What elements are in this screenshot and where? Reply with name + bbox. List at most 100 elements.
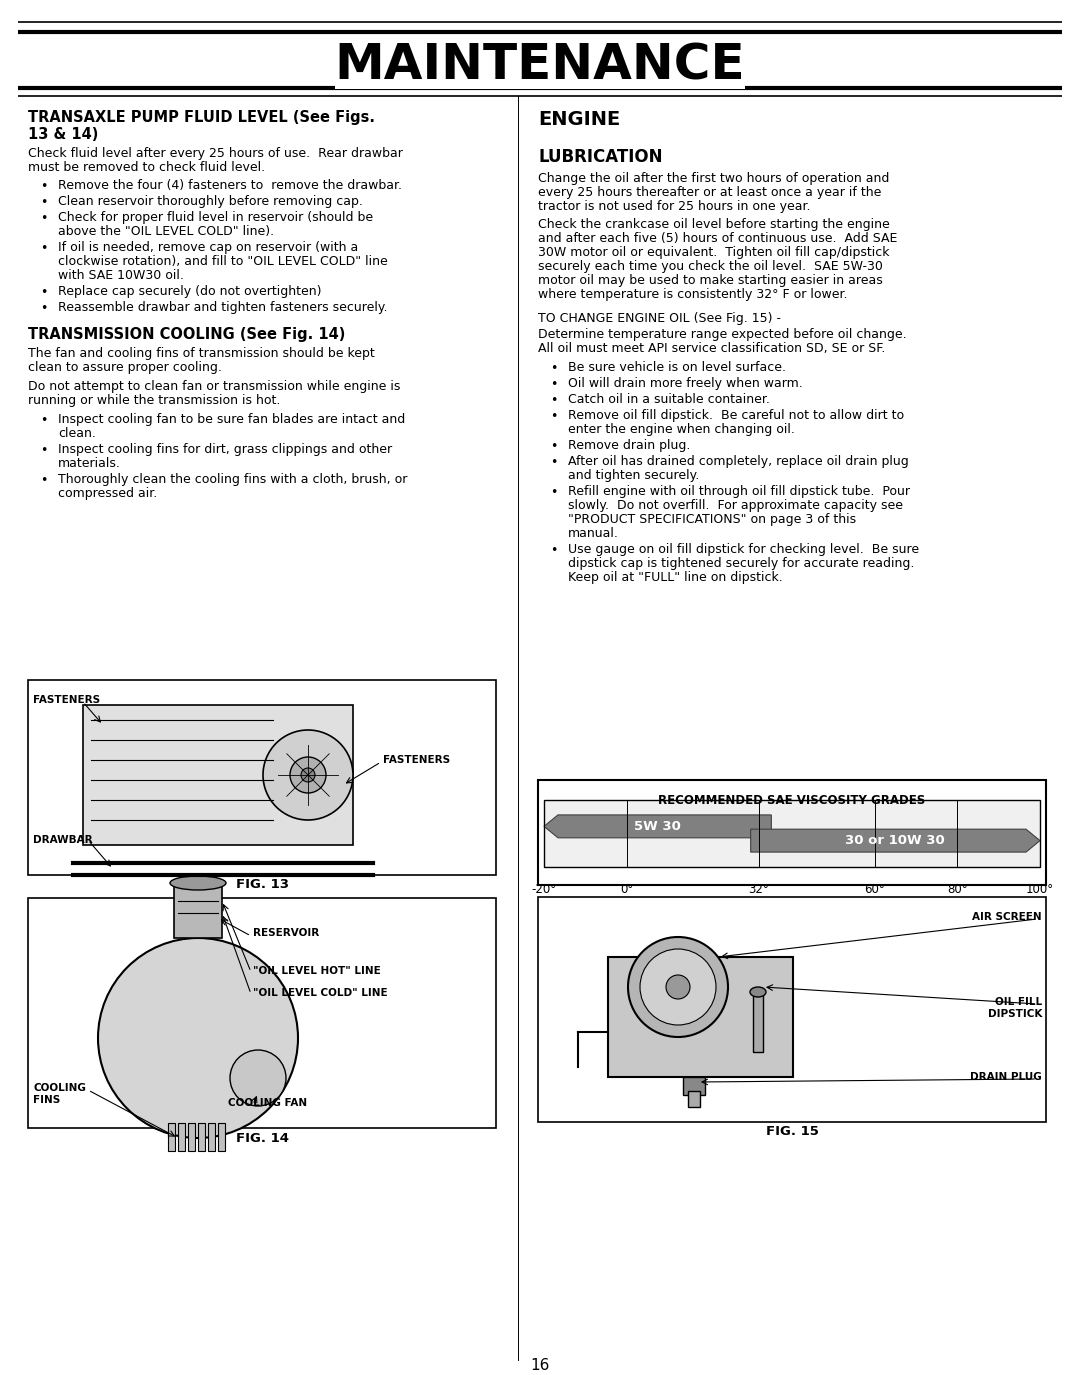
Text: •: •	[40, 302, 48, 315]
Text: Keep oil at "FULL" line on dipstick.: Keep oil at "FULL" line on dipstick.	[568, 571, 783, 584]
Text: -20°: -20°	[531, 883, 556, 896]
Text: securely each time you check the oil level.  SAE 5W-30: securely each time you check the oil lev…	[538, 260, 882, 274]
Text: •: •	[550, 440, 557, 452]
Text: •: •	[40, 212, 48, 226]
Text: running or while the transmission is hot.: running or while the transmission is hot…	[28, 395, 281, 407]
Bar	[544, 800, 1040, 868]
Text: Oil will drain more freely when warm.: Oil will drain more freely when warm.	[568, 377, 802, 390]
Text: •: •	[550, 410, 557, 424]
Text: and tighten securely.: and tighten securely.	[568, 469, 699, 483]
Text: 16: 16	[530, 1358, 550, 1374]
Bar	[28, 898, 496, 1128]
Text: •: •	[40, 197, 48, 209]
Text: Change the oil after the first two hours of operation and: Change the oil after the first two hours…	[538, 172, 889, 186]
Text: 0°: 0°	[620, 883, 633, 896]
Bar	[28, 681, 496, 874]
Text: TO CHANGE ENGINE OIL (See Fig. 15) -: TO CHANGE ENGINE OIL (See Fig. 15) -	[538, 312, 781, 324]
Circle shape	[666, 975, 690, 1000]
Bar	[753, 991, 762, 1052]
Text: "OIL LEVEL HOT" LINE: "OIL LEVEL HOT" LINE	[253, 967, 381, 976]
Text: 30 or 10W 30: 30 or 10W 30	[846, 835, 945, 847]
Text: "OIL LEVEL COLD" LINE: "OIL LEVEL COLD" LINE	[253, 989, 388, 998]
Text: If oil is needed, remove cap on reservoir (with a: If oil is needed, remove cap on reservoi…	[58, 241, 359, 254]
Text: •: •	[550, 456, 557, 469]
Text: •: •	[550, 378, 557, 390]
Bar	[198, 1123, 205, 1151]
Text: •: •	[550, 485, 557, 499]
Text: every 25 hours thereafter or at least once a year if the: every 25 hours thereafter or at least on…	[538, 186, 881, 199]
Bar	[218, 1123, 225, 1151]
Text: FIG. 15: FIG. 15	[766, 1125, 819, 1138]
Text: •: •	[550, 395, 557, 407]
Text: RESERVOIR: RESERVOIR	[253, 928, 320, 938]
Text: ENGINE: ENGINE	[538, 110, 620, 129]
Text: motor oil may be used to make starting easier in areas: motor oil may be used to make starting e…	[538, 274, 882, 287]
Text: Remove drain plug.: Remove drain plug.	[568, 439, 690, 452]
Bar	[188, 1123, 195, 1151]
FancyArrow shape	[751, 829, 1040, 852]
Text: compressed air.: compressed air.	[58, 487, 158, 500]
Circle shape	[627, 936, 728, 1037]
FancyArrow shape	[544, 815, 771, 837]
Text: Do not attempt to clean fan or transmission while engine is: Do not attempt to clean fan or transmiss…	[28, 380, 401, 393]
Text: Clean reservoir thoroughly before removing cap.: Clean reservoir thoroughly before removi…	[58, 195, 363, 208]
Bar	[688, 1090, 700, 1107]
Text: •: •	[550, 544, 557, 557]
Circle shape	[230, 1050, 286, 1106]
Text: must be removed to check fluid level.: must be removed to check fluid level.	[28, 161, 265, 175]
Text: "PRODUCT SPECIFICATIONS" on page 3 of this: "PRODUCT SPECIFICATIONS" on page 3 of th…	[568, 513, 856, 527]
Text: FIG. 13: FIG. 13	[235, 879, 288, 891]
Bar	[174, 883, 222, 938]
Text: Determine temperature range expected before oil change.: Determine temperature range expected bef…	[538, 329, 906, 341]
Bar	[608, 957, 793, 1077]
Text: 60°: 60°	[864, 883, 885, 896]
Text: DRAIN PLUG: DRAIN PLUG	[970, 1072, 1042, 1082]
Text: Check the crankcase oil level before starting the engine: Check the crankcase oil level before sta…	[538, 219, 890, 231]
Text: 80°: 80°	[947, 883, 968, 896]
Text: DRAWBAR: DRAWBAR	[33, 835, 93, 846]
Text: 5W 30: 5W 30	[634, 820, 681, 833]
Text: slowly.  Do not overfill.  For approximate capacity see: slowly. Do not overfill. For approximate…	[568, 499, 903, 512]
Text: with SAE 10W30 oil.: with SAE 10W30 oil.	[58, 270, 184, 282]
Text: Replace cap securely (do not overtighten): Replace cap securely (do not overtighten…	[58, 285, 322, 298]
Text: 13 & 14): 13 & 14)	[28, 126, 98, 142]
Bar	[178, 1123, 185, 1151]
Text: materials.: materials.	[58, 456, 121, 470]
Text: Check for proper fluid level in reservoir (should be: Check for proper fluid level in reservoi…	[58, 210, 373, 224]
Text: COOLING
FINS: COOLING FINS	[33, 1084, 86, 1104]
Bar	[538, 896, 1047, 1122]
Text: Reassemble drawbar and tighten fasteners securely.: Reassemble drawbar and tighten fasteners…	[58, 301, 388, 314]
Text: Be sure vehicle is on level surface.: Be sure vehicle is on level surface.	[568, 362, 786, 374]
Text: •: •	[40, 286, 48, 298]
Text: •: •	[40, 242, 48, 254]
Text: The fan and cooling fins of transmission should be kept: The fan and cooling fins of transmission…	[28, 346, 375, 360]
Text: FIG. 14: FIG. 14	[235, 1132, 288, 1145]
Text: •: •	[40, 180, 48, 192]
Text: clockwise rotation), and fill to "OIL LEVEL COLD" line: clockwise rotation), and fill to "OIL LE…	[58, 254, 388, 268]
Circle shape	[301, 769, 315, 782]
Text: All oil must meet API service classification SD, SE or SF.: All oil must meet API service classifica…	[538, 342, 886, 355]
Text: clean.: clean.	[58, 428, 96, 440]
Text: LUBRICATION: LUBRICATION	[538, 148, 662, 166]
Text: above the "OIL LEVEL COLD" line).: above the "OIL LEVEL COLD" line).	[58, 226, 274, 238]
Text: TRANSMISSION COOLING (See Fig. 14): TRANSMISSION COOLING (See Fig. 14)	[28, 327, 346, 342]
Text: manual.: manual.	[568, 527, 619, 540]
Text: Thoroughly clean the cooling fins with a cloth, brush, or: Thoroughly clean the cooling fins with a…	[58, 473, 407, 485]
Text: dipstick cap is tightened securely for accurate reading.: dipstick cap is tightened securely for a…	[568, 557, 915, 571]
Bar	[168, 1123, 175, 1151]
Text: MAINTENANCE: MAINTENANCE	[335, 41, 745, 89]
Circle shape	[640, 949, 716, 1024]
Text: •: •	[40, 474, 48, 487]
Bar	[83, 705, 353, 846]
Text: Catch oil in a suitable container.: Catch oil in a suitable container.	[568, 393, 770, 406]
Text: RECOMMENDED SAE VISCOSITY GRADES: RECOMMENDED SAE VISCOSITY GRADES	[659, 793, 926, 807]
Text: Inspect cooling fan to be sure fan blades are intact and: Inspect cooling fan to be sure fan blade…	[58, 412, 405, 426]
Text: TRANSAXLE PUMP FLUID LEVEL (See Figs.: TRANSAXLE PUMP FLUID LEVEL (See Figs.	[28, 110, 375, 125]
Text: enter the engine when changing oil.: enter the engine when changing oil.	[568, 424, 795, 436]
Text: where temperature is consistently 32° F or lower.: where temperature is consistently 32° F …	[538, 287, 848, 301]
Circle shape	[291, 758, 326, 793]
Ellipse shape	[170, 876, 226, 890]
Bar	[683, 1077, 705, 1094]
Text: 30W motor oil or equivalent.  Tighten oil fill cap/dipstick: 30W motor oil or equivalent. Tighten oil…	[538, 246, 890, 258]
Text: AIR SCREEN: AIR SCREEN	[972, 912, 1042, 923]
